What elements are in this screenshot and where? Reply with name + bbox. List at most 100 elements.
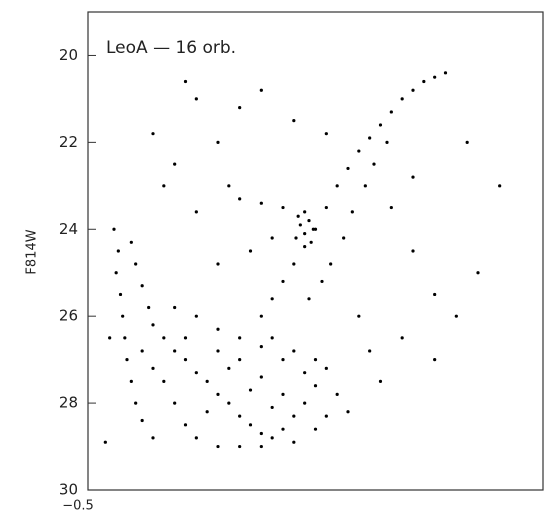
star-point (270, 297, 274, 301)
star-point (281, 392, 285, 396)
star-point (194, 210, 198, 214)
star-point (346, 410, 350, 414)
star-point (320, 279, 324, 284)
star-point (134, 401, 138, 405)
star-point (368, 349, 372, 353)
star-point (259, 444, 263, 449)
star-point (433, 292, 437, 297)
star-point (194, 314, 198, 318)
star-point (248, 423, 253, 427)
star-point (151, 366, 155, 370)
star-point (227, 366, 231, 370)
star-point (329, 262, 333, 266)
star-point (324, 414, 328, 418)
star-point (216, 327, 220, 331)
star-point (335, 392, 339, 396)
plot-frame (87, 11, 544, 491)
star-point (216, 140, 220, 144)
star-point (281, 427, 285, 431)
star-point (298, 223, 302, 227)
y-tick-label: 28 (59, 394, 78, 412)
star-point (183, 336, 188, 340)
star-point (173, 162, 177, 166)
star-point (303, 401, 307, 405)
star-point (378, 123, 383, 127)
star-point (292, 414, 296, 418)
star-point (216, 444, 220, 449)
y-tick-label: 22 (59, 133, 78, 151)
chart-title: LeoA — 16 orb. (106, 38, 236, 58)
star-point (183, 358, 188, 362)
star-point (389, 205, 393, 210)
star-point (363, 184, 367, 188)
star-point (294, 236, 298, 240)
star-point (114, 271, 118, 275)
star-point (194, 436, 198, 440)
star-point (103, 440, 107, 444)
star-point (118, 292, 123, 297)
y-axis-label: F814W (25, 229, 40, 274)
y-tick-label: 30 (59, 481, 78, 499)
star-point (433, 358, 437, 362)
star-point (112, 227, 116, 231)
star-point (270, 236, 274, 240)
star-point (125, 358, 129, 362)
star-point (389, 110, 393, 114)
star-point (342, 236, 346, 240)
star-point (116, 249, 120, 253)
star-point (372, 162, 376, 166)
star-point (433, 75, 437, 79)
star-point (385, 140, 389, 144)
star-point (281, 358, 285, 362)
star-point (259, 201, 263, 205)
star-point (162, 379, 166, 383)
star-point (476, 271, 480, 275)
star-point (443, 71, 448, 75)
star-point (227, 184, 231, 188)
star-point (183, 79, 188, 84)
star-point (378, 379, 383, 383)
star-point (303, 371, 307, 375)
star-point (270, 405, 274, 410)
star-point (121, 314, 125, 318)
star-point (194, 371, 198, 375)
star-point (303, 245, 307, 249)
star-point (248, 388, 253, 392)
y-tick-label: 24 (59, 220, 78, 238)
star-point (303, 210, 307, 214)
star-point (162, 336, 166, 340)
star-point (292, 119, 296, 123)
star-point (454, 314, 458, 318)
star-point (129, 379, 133, 383)
star-point (151, 436, 155, 440)
star-point (259, 314, 263, 318)
star-point (270, 436, 274, 440)
star-point (292, 262, 296, 266)
star-point (238, 414, 242, 418)
star-point (307, 218, 311, 223)
y-tick-label: 26 (59, 307, 78, 325)
star-point (422, 79, 426, 84)
star-point (296, 214, 300, 218)
star-point (324, 132, 328, 136)
star-point (281, 205, 285, 210)
star-point (307, 297, 311, 301)
x-tick-label: −0.5 (62, 499, 94, 514)
star-point (183, 423, 188, 427)
star-point (173, 401, 177, 405)
star-point (147, 305, 151, 310)
star-point (350, 210, 354, 214)
star-point (400, 336, 404, 340)
star-point (151, 132, 155, 136)
star-point (292, 349, 296, 353)
star-point (248, 249, 253, 253)
star-point (238, 358, 242, 362)
star-point (411, 175, 415, 179)
star-point (140, 349, 144, 353)
star-point (173, 349, 177, 353)
star-point (324, 366, 328, 370)
star-point (129, 240, 133, 244)
star-point (346, 166, 350, 171)
